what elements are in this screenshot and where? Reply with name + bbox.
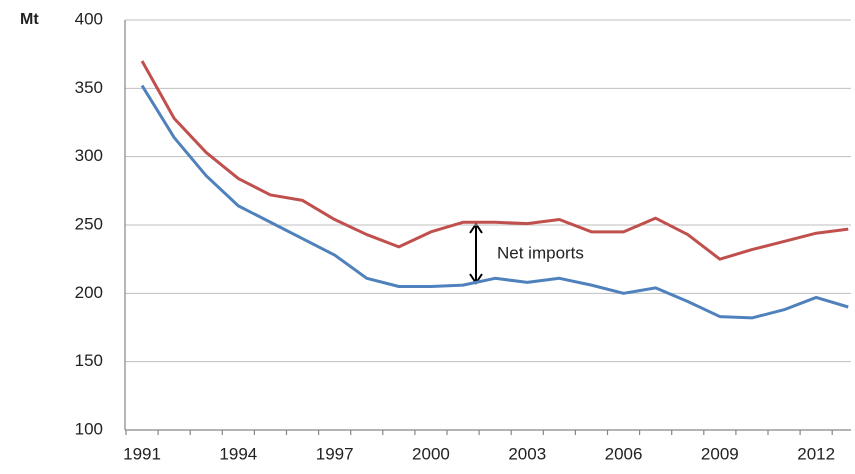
annotation-arrow: [469, 222, 483, 285]
y-tick-label: 150: [75, 351, 103, 370]
y-axis-label: Mt: [20, 11, 39, 28]
x-tick-label: 2000: [412, 444, 450, 463]
series-line: [140, 60, 849, 261]
y-tick-label: 100: [75, 419, 103, 438]
x-tick-label: 1997: [316, 444, 354, 463]
x-tick-label: 2012: [797, 444, 835, 463]
x-tick-label: 2009: [701, 444, 739, 463]
x-tick-label: 2003: [508, 444, 546, 463]
y-tick-label: 200: [75, 283, 103, 302]
x-tick-label: 1994: [219, 444, 257, 463]
x-tick-label: 2006: [605, 444, 643, 463]
series-line: [140, 84, 849, 320]
y-tick-label: 250: [75, 214, 103, 233]
x-tick-label: 1991: [123, 444, 161, 463]
y-tick-label: 300: [75, 146, 103, 165]
annotation: Net imports: [497, 243, 584, 262]
y-tick-label: 350: [75, 78, 103, 97]
y-tick-label: 400: [75, 9, 103, 28]
